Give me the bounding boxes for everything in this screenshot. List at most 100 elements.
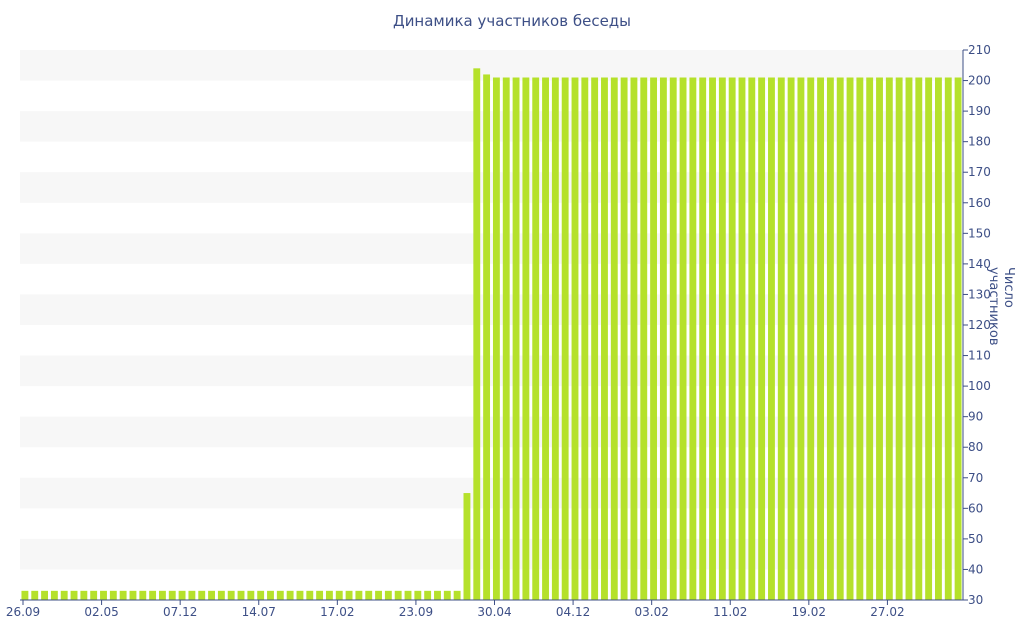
x-tick-label: 04.12 bbox=[556, 605, 590, 619]
y-tick-label: 200 bbox=[968, 74, 991, 88]
bar bbox=[325, 590, 333, 600]
grid-band bbox=[20, 355, 963, 387]
bar bbox=[100, 590, 107, 600]
bar bbox=[876, 77, 883, 600]
bar bbox=[208, 590, 215, 600]
bar bbox=[944, 77, 952, 600]
bar bbox=[168, 590, 176, 600]
bar bbox=[748, 77, 756, 600]
bar bbox=[522, 77, 530, 600]
bar bbox=[620, 77, 628, 600]
bar bbox=[247, 590, 255, 600]
bar bbox=[453, 590, 461, 600]
x-tick-label: 14.07 bbox=[242, 605, 276, 619]
bar bbox=[198, 590, 206, 600]
y-tick-label: 100 bbox=[968, 379, 991, 393]
bar bbox=[139, 590, 147, 600]
bar bbox=[758, 77, 766, 600]
bar bbox=[836, 77, 844, 600]
bar bbox=[935, 77, 942, 600]
bar bbox=[109, 590, 117, 600]
bar bbox=[571, 77, 579, 600]
x-tick-label: 23.09 bbox=[399, 605, 433, 619]
bar bbox=[41, 590, 48, 600]
bar bbox=[601, 77, 608, 600]
bar bbox=[492, 77, 500, 600]
bar bbox=[394, 590, 402, 600]
y-tick-label: 130 bbox=[968, 287, 991, 301]
bar bbox=[512, 77, 520, 600]
bar bbox=[375, 590, 382, 600]
x-axis: 26.09 02.05 07.12 14.07 17.02 23.09 30.04 04.12… bbox=[6, 599, 963, 619]
y-tick-label: 150 bbox=[968, 226, 991, 240]
bar bbox=[630, 77, 638, 600]
bar bbox=[954, 77, 962, 600]
bar bbox=[561, 77, 569, 600]
bar bbox=[178, 590, 186, 600]
bar bbox=[689, 77, 697, 600]
x-tick-label: 11.02 bbox=[713, 605, 747, 619]
y-tick-label: 170 bbox=[968, 165, 991, 179]
y-tick-label: 40 bbox=[968, 562, 983, 576]
bar bbox=[149, 590, 157, 600]
bar bbox=[885, 77, 893, 600]
bar bbox=[365, 590, 373, 600]
chart-title: Динамика участников беседы bbox=[392, 12, 632, 30]
y-tick-label: 70 bbox=[968, 471, 983, 485]
x-tick-label: 17.02 bbox=[320, 605, 354, 619]
bar bbox=[846, 77, 854, 600]
bar bbox=[424, 590, 432, 600]
bar bbox=[768, 77, 775, 600]
bar bbox=[895, 77, 903, 600]
bar bbox=[817, 77, 825, 600]
x-tick-label: 19.02 bbox=[792, 605, 826, 619]
grid-band bbox=[20, 538, 963, 570]
bar bbox=[728, 77, 736, 600]
grid-band bbox=[20, 416, 963, 448]
bar bbox=[551, 77, 559, 600]
bar bbox=[581, 77, 589, 600]
bar bbox=[542, 77, 549, 600]
bar bbox=[237, 590, 245, 600]
y-tick-label: 80 bbox=[968, 440, 983, 454]
bar bbox=[257, 590, 265, 600]
y-tick-label: 210 bbox=[968, 43, 991, 57]
y-tick-label: 190 bbox=[968, 104, 991, 118]
bar bbox=[384, 590, 392, 600]
bar bbox=[718, 77, 726, 600]
grid-band bbox=[20, 172, 963, 203]
bar bbox=[905, 77, 913, 600]
bar bbox=[21, 590, 29, 600]
bar bbox=[787, 77, 795, 600]
bar bbox=[296, 590, 304, 600]
bar bbox=[50, 590, 58, 600]
grid-band bbox=[20, 477, 963, 509]
bar bbox=[306, 590, 314, 600]
bar bbox=[316, 590, 324, 600]
bar bbox=[640, 77, 648, 600]
bar bbox=[826, 77, 834, 600]
y-tick-label: 30 bbox=[968, 593, 983, 607]
bar bbox=[532, 77, 540, 600]
grid-band bbox=[20, 294, 963, 325]
y-tick-label: 180 bbox=[968, 135, 991, 149]
bars bbox=[21, 68, 962, 600]
bar bbox=[227, 590, 235, 600]
bar bbox=[443, 590, 451, 600]
y-tick-label: 110 bbox=[968, 349, 991, 363]
y-axis-label: Число участников bbox=[986, 267, 1016, 346]
bar bbox=[502, 77, 510, 600]
bar bbox=[276, 590, 284, 600]
grid-band bbox=[20, 111, 963, 142]
bar bbox=[355, 590, 363, 600]
bar bbox=[866, 77, 874, 600]
x-tick-label: 30.04 bbox=[477, 605, 511, 619]
bar bbox=[80, 590, 88, 600]
bar bbox=[591, 77, 599, 600]
bar bbox=[915, 77, 923, 600]
bar bbox=[129, 590, 137, 600]
bar bbox=[31, 590, 39, 600]
bar bbox=[434, 590, 441, 600]
bar bbox=[807, 77, 815, 600]
